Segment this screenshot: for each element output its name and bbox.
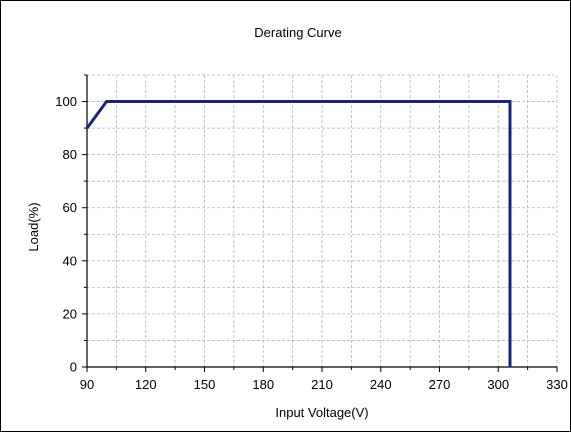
x-tick-label: 90 (80, 377, 94, 392)
x-tick-label: 180 (252, 377, 274, 392)
x-tick-label: 270 (429, 377, 451, 392)
x-tick-label: 330 (546, 377, 568, 392)
y-tick-label: 100 (55, 94, 77, 109)
y-tick-label: 80 (63, 147, 77, 162)
y-tick-label: 20 (63, 306, 77, 321)
x-tick-label: 240 (370, 377, 392, 392)
x-axis-label: Input Voltage(V) (275, 405, 368, 420)
y-tick-label: 0 (70, 360, 77, 375)
y-tick-label: 60 (63, 200, 77, 215)
x-tick-label: 210 (311, 377, 333, 392)
chart-title: Derating Curve (254, 25, 341, 40)
x-tick-label: 300 (487, 377, 509, 392)
series-layer (85, 100, 512, 367)
series-line (85, 100, 512, 367)
tick-label-layer: 0 20 40 60 80 100 90 120 150 180 210 240 270 300 330 (55, 94, 568, 392)
y-axis-label: Load(%) (26, 202, 41, 251)
y-tick-label: 40 (63, 253, 77, 268)
x-tick-label: 120 (135, 377, 157, 392)
grid-layer (87, 74, 558, 367)
axis-layer (82, 74, 558, 372)
x-tick-label: 150 (194, 377, 216, 392)
